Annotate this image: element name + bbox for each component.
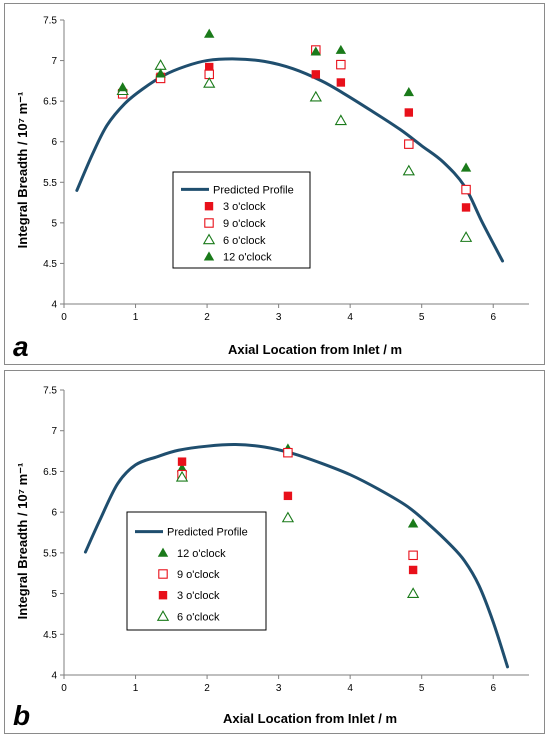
chart-a-legend-3-o-clock-swatch [204,202,214,211]
chart-a-panel-letter: a [13,331,29,362]
chart-b-x-tick-label: 5 [419,683,425,694]
chart-a-x-tick-label: 3 [276,312,282,323]
chart-a-9-o-clock-point [404,139,414,149]
chart-b-legend-9-o-clock-label: 9 o'clock [177,569,220,581]
chart-b-6-o-clock-point [406,587,420,599]
chart-b-9-o-clock-point [408,550,418,561]
chart-a-6-o-clock-point [154,59,167,70]
chart-b-legend-9-o-clock-swatch [158,569,168,579]
chart-b-y-tick-label: 6 [51,508,57,519]
chart-a-x-tick-label: 4 [347,312,353,323]
chart-a-legend-6-o-clock-swatch [202,233,216,245]
chart-panel-a: Integral Breadth / 10⁷ m⁻¹ Axial Locatio… [4,3,545,365]
chart-b-3-o-clock-point [177,457,187,466]
chart-b-panel-letter: b [13,700,30,731]
chart-b-svg: Integral Breadth / 10⁷ m⁻¹ Axial Locatio… [13,386,529,731]
chart-a-6-o-clock-point [309,90,322,102]
chart-a-y-tick-label: 7 [51,56,57,67]
chart-b-3-o-clock-point [408,565,418,575]
chart-b-x-tick-label: 0 [61,683,67,694]
chart-a-legend-9-o-clock-swatch [204,218,214,228]
chart-a-3-o-clock-point [404,108,414,117]
chart-a-12-o-clock-point [204,28,215,38]
chart-a-12-o-clock-point [460,162,472,172]
chart-a-9-o-clock-point [336,59,346,70]
chart-a-3-o-clock-point [336,78,346,87]
chart-a-6-o-clock-point [203,76,216,88]
chart-b-y-tick-label: 4.5 [43,630,57,641]
chart-a-x-tick-label: 5 [419,312,425,323]
chart-a-y-tick-label: 5 [51,218,57,229]
chart-a-9-o-clock-point [461,184,471,195]
chart-b-legend-predicted-profile-label: Predicted Profile [167,527,248,539]
chart-a-legend-9-o-clock-label: 9 o'clock [223,218,266,230]
chart-b-12-o-clock-point [407,518,419,528]
chart-b-x-tick-label: 2 [204,683,210,694]
chart-b-legend-12-o-clock-swatch [157,547,169,557]
chart-b-legend: Predicted Profile 12 o'clock 9 o'clock 3 o'… [126,511,267,631]
chart-a-legend-6-o-clock-label: 6 o'clock [223,235,266,247]
chart-b-y-axis-title: Integral Breadth / 10⁷ m⁻¹ [15,463,30,620]
chart-a-y-tick-label: 6 [51,137,57,148]
chart-b-y-tick-label: 6.5 [43,467,57,478]
chart-a-6-o-clock-point [402,164,415,176]
chart-a-legend-predicted-profile-label: Predicted Profile [213,184,294,196]
chart-a-svg: Integral Breadth / 10⁷ m⁻¹ Axial Locatio… [13,16,529,362]
chart-a-12-o-clock-point [310,46,322,56]
chart-a-y-tick-label: 4 [51,300,57,311]
chart-b-legend-3-o-clock-swatch [158,591,168,600]
chart-b-legend-12-o-clock-label: 12 o'clock [177,548,226,560]
chart-a-12-o-clock-point [335,44,347,54]
chart-b-x-tick-label: 3 [276,683,282,694]
chart-panel-b: Integral Breadth / 10⁷ m⁻¹ Axial Locatio… [4,370,545,734]
chart-a-legend-12-o-clock-swatch [203,251,215,261]
chart-b-y-tick-label: 4 [51,671,57,682]
chart-a-y-axis-title: Integral Breadth / 10⁷ m⁻¹ [15,92,30,249]
chart-a-3-o-clock-point [311,70,321,79]
chart-a-6-o-clock-point [459,231,473,242]
chart-b-y-tick-label: 5 [51,589,57,600]
chart-a-legend-3-o-clock-label: 3 o'clock [223,201,266,213]
chart-b-legend-6-o-clock-swatch [156,610,170,621]
chart-b-3-o-clock-point [283,491,293,501]
chart-b-x-tick-label: 6 [490,683,496,694]
chart-a-x-tick-label: 1 [133,312,139,323]
chart-a-y-tick-label: 7.5 [43,16,57,27]
chart-a-12-o-clock-point [403,87,415,97]
chart-b-x-axis-title: Axial Location from Inlet / m [223,711,397,726]
chart-b-x-tick-label: 1 [133,683,139,694]
chart-a-y-tick-label: 5.5 [43,178,57,189]
chart-a-3-o-clock-point [205,62,214,72]
chart-a-y-tick-label: 4.5 [43,259,57,270]
chart-b-9-o-clock-point [283,447,293,458]
chart-a-6-o-clock-point [334,114,348,126]
chart-a-x-tick-label: 6 [490,312,496,323]
chart-b-y-tick-label: 7 [51,426,57,437]
chart-a-legend-12-o-clock-label: 12 o'clock [223,252,272,264]
chart-a-12-o-clock-point [117,82,128,92]
chart-b-legend-3-o-clock-label: 3 o'clock [177,590,220,602]
chart-a-predicted-profile-line [75,57,505,263]
chart-a-12-o-clock-point [155,68,166,78]
chart-a-x-tick-label: 0 [61,312,67,323]
chart-b-y-tick-label: 7.5 [43,386,57,397]
chart-b-predicted-profile-line [83,443,510,669]
chart-a-legend: Predicted Profile 3 o'clock 9 o'clock 6 o'c… [172,171,311,269]
chart-a-y-tick-label: 6.5 [43,97,57,108]
chart-b-12-o-clock-point [176,462,188,473]
chart-b-6-o-clock-point [175,470,189,482]
chart-a-x-tick-label: 2 [204,312,210,323]
chart-b-y-tick-label: 5.5 [43,548,57,559]
chart-a-x-axis-title: Axial Location from Inlet / m [228,342,402,357]
chart-b-legend-6-o-clock-label: 6 o'clock [177,611,220,623]
chart-b-6-o-clock-point [281,511,295,523]
chart-a-3-o-clock-point [461,203,471,212]
chart-b-x-tick-label: 4 [347,683,353,694]
